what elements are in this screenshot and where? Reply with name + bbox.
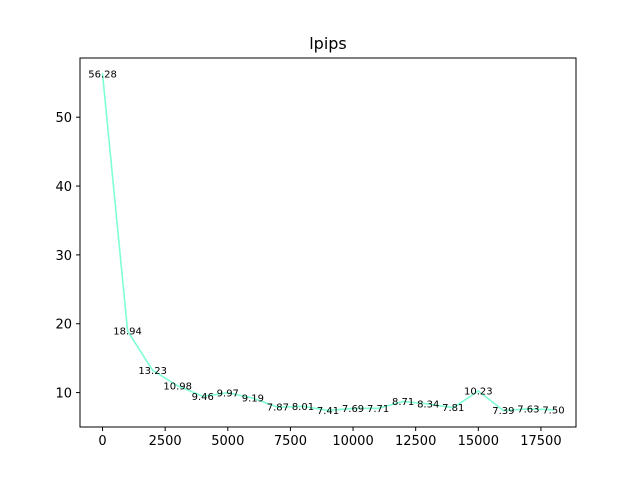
y-tick-label: 20 [55, 318, 72, 333]
data-label: 7.71 [367, 404, 389, 415]
data-label: 7.69 [342, 404, 364, 415]
y-tick-label: 30 [55, 249, 72, 264]
y-tick-label: 40 [55, 180, 72, 195]
data-label: 10.23 [464, 386, 493, 397]
chart-title: lpips [309, 34, 347, 53]
data-label: 8.71 [392, 397, 414, 408]
x-tick-label: 7500 [274, 434, 307, 449]
x-tick-label: 10000 [332, 434, 373, 449]
data-label: 7.39 [492, 406, 514, 417]
data-point [502, 409, 505, 412]
data-label: 7.81 [442, 403, 464, 414]
data-label: 7.41 [317, 406, 339, 417]
data-point [176, 384, 179, 387]
data-point [302, 405, 304, 408]
data-label: 7.63 [517, 404, 539, 415]
data-point [226, 391, 229, 394]
data-point [452, 406, 455, 409]
axes-frame [79, 57, 577, 428]
data-point [151, 369, 154, 372]
x-tick-label: 2500 [149, 434, 182, 449]
data-point [201, 395, 204, 398]
data-label: 10.98 [163, 381, 192, 392]
data-point [552, 408, 555, 411]
data-label: 8.01 [292, 402, 314, 413]
data-point [352, 407, 354, 410]
x-tick-label: 5000 [211, 434, 244, 449]
y-tick-label: 10 [55, 387, 72, 402]
data-point [477, 390, 480, 392]
data-point [276, 406, 279, 409]
data-label: 9.97 [217, 388, 239, 399]
data-point [101, 73, 104, 75]
data-point [402, 400, 405, 403]
plot-area: 56.28 18.94 13.23 10.989.46 9.97 9.197.87 8.01… [88, 69, 564, 417]
x-tick-label: 0 [98, 434, 106, 449]
data-label: 56.28 [88, 69, 117, 80]
x-tick-label: 12500 [395, 434, 436, 449]
data-label: 8.34 [417, 400, 439, 411]
data-point [527, 407, 530, 410]
data-point [427, 403, 430, 405]
data-label: 13.23 [138, 366, 167, 377]
data-point [327, 409, 329, 412]
data-label: 9.19 [242, 394, 264, 405]
data-label: 7.50 [542, 405, 564, 416]
data-label: 9.46 [192, 392, 214, 403]
y-tick-label: 50 [55, 111, 72, 126]
series-line [101, 73, 555, 412]
x-tick-label: 15000 [458, 434, 499, 449]
x-tick-label: 17500 [520, 434, 561, 449]
data-label: 7.87 [267, 403, 289, 414]
data-point [377, 407, 380, 410]
data-label: 18.94 [113, 327, 142, 338]
data-point [251, 397, 254, 400]
data-point [126, 330, 129, 332]
